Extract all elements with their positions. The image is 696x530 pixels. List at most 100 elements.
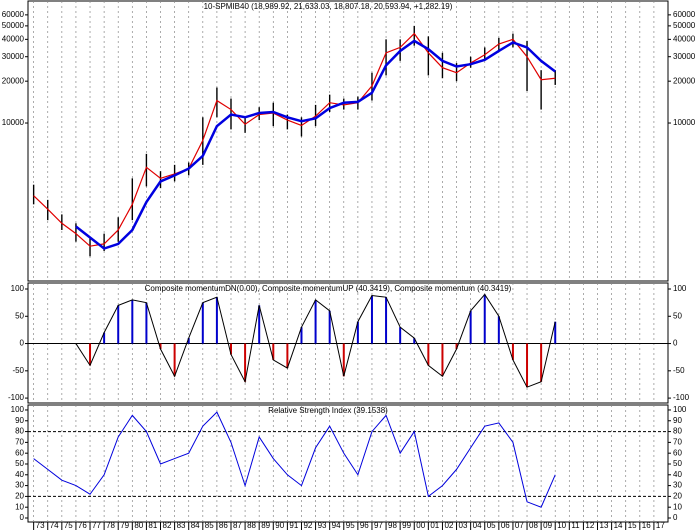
- y-tick-label: 50000: [673, 21, 696, 30]
- y-tick-label: 0: [20, 339, 25, 348]
- x-tick-label: 01: [430, 521, 439, 530]
- y-tick-label: -50: [12, 366, 24, 375]
- y-tick-label: 10: [15, 502, 24, 511]
- y-tick-label: 40000: [673, 34, 696, 43]
- x-tick-label: 81: [148, 521, 157, 530]
- y-tick-label: 50: [673, 459, 682, 468]
- panel-frame: [27, 282, 669, 404]
- y-tick-label: 0: [20, 513, 25, 522]
- panel-title: Relative Strength Index (39.1538): [268, 406, 388, 415]
- x-tick-label: 15: [628, 521, 637, 530]
- y-tick-label: 20000: [673, 76, 696, 85]
- panel-frame: [27, 404, 669, 523]
- x-tick-label: 00: [416, 521, 425, 530]
- x-tick-label: 08: [529, 521, 538, 530]
- y-tick-label: 50: [15, 459, 24, 468]
- y-tick-label: 20: [673, 492, 682, 501]
- x-tick-label: 88: [247, 521, 256, 530]
- panel-title: 10-SPMIB40 (18,989.92, 21,633.03, 18,807…: [204, 2, 453, 11]
- y-tick-label: 100: [673, 284, 687, 293]
- y-tick-label: 100: [11, 405, 25, 414]
- x-tick-label: 89: [261, 521, 270, 530]
- y-tick-label: 10000: [673, 118, 696, 127]
- x-tick-label: 91: [289, 521, 298, 530]
- y-tick-label: 50: [673, 311, 682, 320]
- x-tick-label: 80: [134, 521, 143, 530]
- y-tick-label: -100: [8, 393, 25, 402]
- x-tick-label: 98: [388, 521, 397, 530]
- x-tick-label: 12: [585, 521, 594, 530]
- x-tick-label: 92: [303, 521, 312, 530]
- x-tick-label: 82: [163, 521, 172, 530]
- y-tick-label: 40000: [2, 34, 25, 43]
- y-tick-label: 60: [673, 448, 682, 457]
- x-tick-label: 09: [543, 521, 552, 530]
- x-tick-label: 86: [219, 521, 228, 530]
- y-tick-label: 20000: [2, 76, 25, 85]
- x-tick-label: 83: [177, 521, 186, 530]
- x-tick-label: 03: [459, 521, 468, 530]
- x-tick-label: 78: [106, 521, 115, 530]
- y-tick-label: 0: [673, 339, 678, 348]
- momentum-line: [75, 293, 556, 388]
- y-tick-label: 30000: [673, 52, 696, 61]
- x-tick-label: 10: [557, 521, 566, 530]
- y-tick-label: 60000: [2, 10, 25, 19]
- y-tick-label: 10: [673, 502, 682, 511]
- y-tick-label: 40: [673, 470, 682, 479]
- y-tick-label: 20: [15, 492, 24, 501]
- moving-average: [33, 32, 556, 247]
- x-tick-label: 96: [360, 521, 369, 530]
- x-tick-label: 16: [642, 521, 651, 530]
- x-tick-label: 05: [487, 521, 496, 530]
- rsi-line: [33, 411, 556, 508]
- y-tick-label: 10000: [2, 118, 25, 127]
- x-tick-label: 14: [614, 521, 623, 530]
- x-tick-label: 06: [501, 521, 510, 530]
- y-tick-label: 30: [673, 481, 682, 490]
- x-tick-label: 97: [374, 521, 383, 530]
- x-tick-label: 79: [120, 521, 129, 530]
- x-tick-label: 11: [571, 521, 580, 530]
- y-tick-label: 70: [15, 437, 24, 446]
- y-tick-label: 40: [15, 470, 24, 479]
- x-tick-label: 90: [275, 521, 284, 530]
- y-tick-label: 60000: [673, 10, 696, 19]
- y-tick-label: 50: [15, 311, 24, 320]
- y-tick-label: 30000: [2, 52, 25, 61]
- y-tick-label: 0: [673, 513, 678, 522]
- x-tick-label: 94: [332, 521, 341, 530]
- y-tick-label: 60: [15, 448, 24, 457]
- x-tick-label: 04: [473, 521, 482, 530]
- panel-title: Composite momentumDN(0.00), Composite mo…: [145, 284, 512, 293]
- moving-average: [75, 39, 556, 250]
- x-tick-label: 02: [444, 521, 453, 530]
- x-tick-label: 84: [191, 521, 200, 530]
- y-tick-label: 100: [11, 284, 25, 293]
- y-tick-label: 80: [673, 427, 682, 436]
- x-tick-label: 95: [346, 521, 355, 530]
- y-tick-label: 100: [673, 405, 687, 414]
- y-tick-label: 90: [673, 416, 682, 425]
- x-tick-label: 76: [78, 521, 87, 530]
- x-tick-label: 73: [36, 521, 45, 530]
- x-tick-label: 99: [402, 521, 411, 530]
- x-tick-label: 75: [64, 521, 73, 530]
- y-tick-label: 80: [15, 427, 24, 436]
- x-tick-label: 13: [600, 521, 609, 530]
- x-tick-label: 74: [50, 521, 59, 530]
- x-tick-label: 17: [656, 521, 665, 530]
- y-tick-label: 30: [15, 481, 24, 490]
- panel-frame: [27, 0, 669, 282]
- x-tick-label: 85: [205, 521, 214, 530]
- y-tick-label: -100: [673, 393, 690, 402]
- x-tick-label: 77: [92, 521, 101, 530]
- x-tick-label: 07: [515, 521, 524, 530]
- y-tick-label: 50000: [2, 21, 25, 30]
- y-tick-label: 90: [15, 416, 24, 425]
- x-tick-label: 87: [233, 521, 242, 530]
- y-tick-label: -50: [673, 366, 685, 375]
- y-tick-label: 70: [673, 437, 682, 446]
- x-tick-label: 93: [318, 521, 327, 530]
